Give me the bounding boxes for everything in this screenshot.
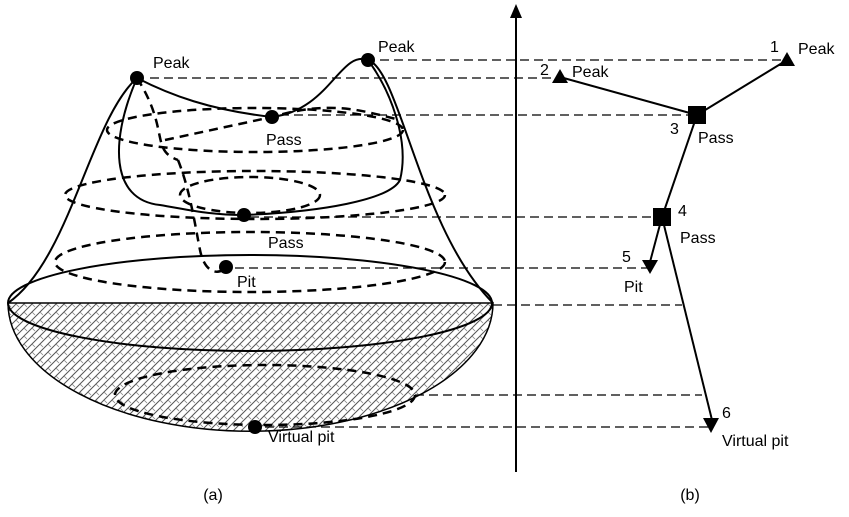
edge [697,60,787,115]
peak-point [130,71,144,85]
dashed-ridge [137,78,178,160]
virtual-pit-node [703,418,719,433]
panel-b: 1 Peak 2 Peak 3 Pass 4 Pass 5 Pit 6 Virt… [540,39,835,504]
node-label: Peak [572,64,609,81]
pit-node [642,260,658,274]
diagram: Peak Peak Pass Pass Pit Virtual pit (a) … [0,0,849,517]
label: Virtual pit [268,429,335,446]
virtual-bowl [8,303,493,431]
peak-node [779,52,795,66]
peak-node [552,69,568,83]
pass-node [688,106,706,124]
node-number: 4 [678,203,687,220]
peak-point [361,53,375,67]
axis-arrow [510,4,522,18]
node-number: 1 [770,39,779,56]
edge [662,115,697,217]
label: Peak [153,55,190,72]
node-number: 3 [670,121,679,138]
edge [560,77,697,115]
label: Pit [237,274,256,291]
label: Peak [378,39,415,56]
label: Pass [266,132,302,149]
node-label: Pit [624,279,643,296]
caption: (b) [680,487,700,504]
node-number: 5 [622,249,631,266]
node-label: Peak [798,41,835,58]
pass-node [653,208,671,226]
node-number: 6 [722,405,731,422]
node-label: Pass [680,230,716,247]
axis [510,4,522,472]
edge [662,217,712,420]
node-label: Pass [698,130,734,147]
surface-outline [8,59,493,303]
panel-a: Peak Peak Pass Pass Pit Virtual pit (a) [8,39,493,504]
node-number: 2 [540,62,549,79]
label: Pass [268,235,304,252]
node-label: Virtual pit [722,433,789,450]
virtual-pit-point [248,420,262,434]
pit-point [219,260,233,274]
dashed-contour [180,177,320,213]
caption: (a) [203,487,223,504]
pass-point [265,110,279,124]
pass-point [237,208,251,222]
surface-outline [119,78,244,215]
